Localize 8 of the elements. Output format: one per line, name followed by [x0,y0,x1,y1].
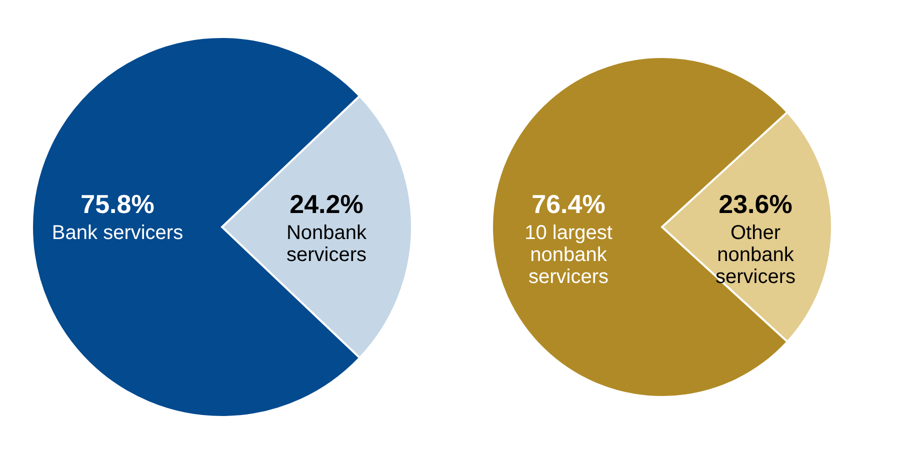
slice-label: Other nonbank servicers [715,222,796,288]
slice-label: Nonbank servicers [286,222,368,266]
slice-label: Bank servicers [52,222,184,244]
data-label: 24.2% [290,188,364,219]
slice-label: 10 largest nonbank servicers [524,222,613,288]
data-label: 23.6% [718,188,792,219]
data-label: 75.8% [80,189,154,220]
data-label: 76.4% [532,189,606,220]
